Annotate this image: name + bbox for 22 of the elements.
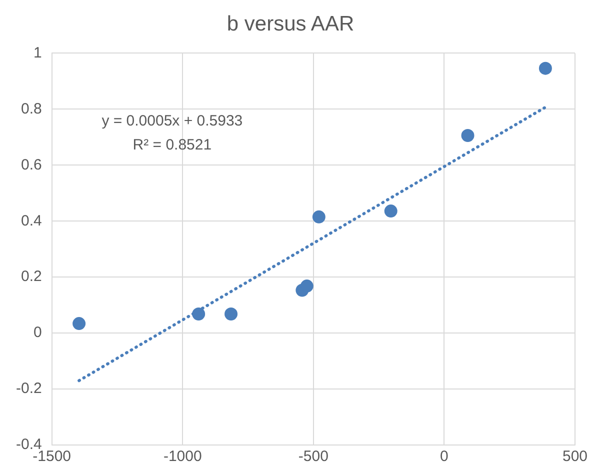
x-tick-label: 0 (440, 448, 448, 466)
y-tick-label: -0.2 (16, 380, 42, 398)
x-tick-label: 500 (562, 448, 588, 466)
y-tick-label: 0.6 (20, 156, 42, 174)
point (224, 308, 238, 321)
y-tick-label: 0.8 (20, 100, 42, 118)
y-tick-label: 0 (34, 324, 42, 342)
annotation: y = 0.0005x + 0.5933 (102, 112, 243, 130)
point (300, 280, 314, 293)
point (538, 62, 552, 75)
point (72, 317, 86, 330)
y-tick-label: 0.2 (20, 268, 42, 286)
point (192, 308, 206, 321)
y-tick-label: 1 (34, 44, 42, 62)
y-tick-label: 0.4 (20, 212, 42, 230)
chart-title: b versus AAR (226, 12, 354, 36)
annotation: R² = 0.8521 (132, 136, 212, 154)
point (312, 210, 326, 224)
x-tick-label: -1000 (163, 448, 202, 466)
point (461, 128, 474, 142)
x-tick-label: -500 (298, 448, 328, 466)
point (384, 204, 398, 218)
